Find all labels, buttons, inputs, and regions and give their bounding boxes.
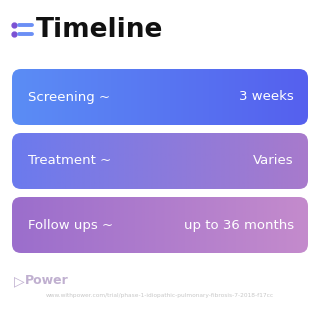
Text: Follow ups ~: Follow ups ~ [28, 218, 113, 232]
Text: www.withpower.com/trial/phase-1-idiopathic-pulmonary-fibrosis-7-2018-f17cc: www.withpower.com/trial/phase-1-idiopath… [46, 292, 274, 298]
Text: up to 36 months: up to 36 months [184, 218, 294, 232]
Text: Varies: Varies [253, 154, 294, 167]
Text: Screening ~: Screening ~ [28, 91, 110, 104]
Text: Timeline: Timeline [36, 17, 164, 43]
Text: ▷: ▷ [14, 274, 25, 288]
Text: Power: Power [25, 274, 69, 287]
Text: Treatment ~: Treatment ~ [28, 154, 111, 167]
Text: 3 weeks: 3 weeks [239, 91, 294, 104]
